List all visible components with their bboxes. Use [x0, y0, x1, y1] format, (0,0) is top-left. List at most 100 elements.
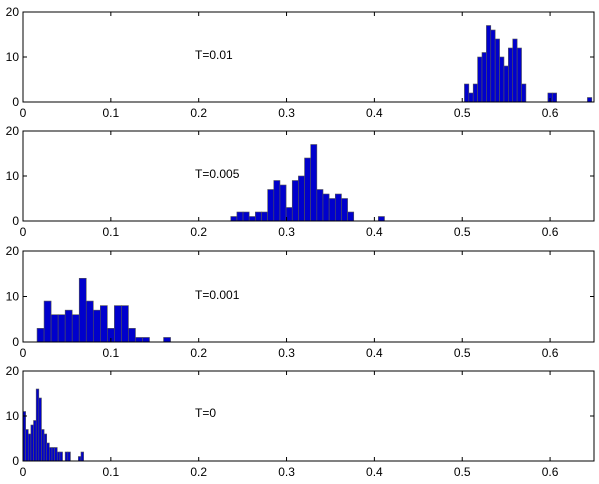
histogram-bar: [494, 38, 500, 103]
histogram-bar: [512, 38, 518, 103]
histogram-panel-4: 0 0.1 0.2 0.3 0.4 0.5 0.6 0 10 20 T=0: [6, 364, 595, 479]
histogram-bar: [25, 429, 29, 462]
histogram-bar: [551, 92, 557, 103]
y-tick-label: 10: [6, 290, 20, 304]
y-tick-label: 20: [6, 244, 20, 258]
histogram-bar: [54, 447, 58, 462]
y-tick-label: 20: [6, 364, 20, 378]
histogram-bar: [261, 211, 268, 222]
histogram-bar: [508, 47, 514, 103]
histogram-bar: [121, 305, 129, 343]
x-tick-label: 0.5: [454, 225, 471, 239]
histogram-bar: [477, 56, 483, 103]
x-tick-label: 0: [20, 346, 27, 360]
histogram-bar: [128, 328, 136, 343]
histogram-bar: [114, 305, 122, 343]
x-tick-label: 0.2: [190, 225, 207, 239]
histogram-bar: [316, 189, 324, 222]
histogram-bar: [587, 97, 593, 103]
histogram-bar: [85, 300, 94, 343]
x-tick-label: 0: [20, 106, 27, 120]
histogram-bar: [35, 388, 40, 462]
histogram-bar: [464, 83, 470, 103]
x-tick-label: 0.4: [366, 465, 383, 479]
histogram-bar: [46, 442, 50, 462]
temperature-annotation: T=0.005: [195, 167, 240, 181]
histogram-bar: [490, 29, 496, 103]
histogram-bar: [255, 211, 262, 222]
histogram-bar: [71, 314, 80, 343]
x-tick-label: 0.4: [366, 225, 383, 239]
histogram-bar: [521, 83, 527, 103]
x-tick-label: 0.5: [454, 106, 471, 120]
histogram-bar: [142, 337, 150, 343]
histogram-bar: [273, 180, 281, 222]
histogram-bar: [472, 83, 478, 103]
histogram-bar: [57, 314, 66, 343]
histogram-bar: [43, 433, 48, 462]
x-tick-label: 0.3: [278, 225, 295, 239]
histogram-bar: [49, 447, 53, 462]
y-tick-label: 0: [12, 335, 19, 349]
histogram-bar: [80, 451, 84, 462]
histogram-bar: [64, 451, 69, 462]
y-tick-label: 20: [6, 124, 20, 138]
x-tick-label: 0.4: [366, 346, 383, 360]
x-tick-label: 0.3: [278, 346, 295, 360]
x-tick-label: 0.4: [366, 106, 383, 120]
histogram-bar: [328, 198, 336, 222]
histogram-bar: [310, 144, 318, 222]
histogram-bar: [27, 433, 32, 462]
y-tick-label: 10: [6, 409, 20, 423]
histogram-bar: [135, 337, 143, 343]
histogram-bar: [291, 180, 299, 222]
histogram-bar: [468, 92, 474, 103]
y-tick-label: 20: [6, 5, 20, 19]
histogram-bar: [334, 193, 342, 222]
x-tick-label: 0.5: [454, 465, 471, 479]
histogram-bar: [267, 189, 275, 222]
x-tick-label: 0.5: [454, 346, 471, 360]
x-tick-label: 0: [20, 225, 27, 239]
histogram-bar: [503, 65, 509, 103]
histogram-panel-2: 0 0.1 0.2 0.3 0.4 0.5 0.6 0 10 20 T=0.005: [6, 124, 595, 239]
x-tick-label: 0.2: [190, 346, 207, 360]
histogram-bar: [341, 198, 348, 222]
histogram-bar: [378, 216, 385, 222]
histogram-bar: [78, 277, 87, 343]
histogram-bar: [92, 309, 101, 343]
x-tick-label: 0.6: [542, 106, 559, 120]
x-tick-label: 0.2: [190, 465, 207, 479]
histogram-bar: [486, 25, 492, 103]
y-tick-label: 0: [12, 214, 19, 228]
histogram-bar: [481, 52, 487, 103]
x-tick-label: 0.2: [190, 106, 207, 120]
histogram-bar: [64, 309, 73, 343]
histogram-bar: [298, 175, 305, 222]
histogram-bar: [322, 193, 330, 222]
histogram-bar: [67, 451, 71, 462]
histogram-bar: [248, 216, 256, 222]
histogram-bar: [78, 456, 82, 462]
y-tick-label: 0: [12, 95, 19, 109]
histogram-bar: [304, 157, 311, 222]
histogram-panel-3: 0 0.1 0.2 0.3 0.4 0.5 0.6 0 10 20 T=0.001: [6, 244, 595, 360]
histogram-bar: [516, 47, 522, 103]
temperature-annotation: T=0.01: [195, 48, 233, 62]
histogram-bar: [163, 337, 171, 343]
x-tick-label: 0.3: [278, 465, 295, 479]
histogram-bar: [242, 211, 250, 222]
histogram-bar: [38, 397, 42, 462]
histogram-bar: [36, 328, 45, 343]
histogram-panel-1: 0 0.1 0.2 0.3 0.4 0.5 0.6 0 10 20 T=0.01: [6, 5, 595, 120]
histogram-bar: [50, 314, 59, 343]
x-tick-label: 0.1: [103, 465, 120, 479]
histogram-bar: [100, 305, 108, 343]
histogram-bar: [59, 451, 63, 462]
histogram-bar: [279, 184, 287, 222]
histogram-bar: [499, 56, 505, 103]
histogram-bar: [236, 211, 244, 222]
y-tick-label: 10: [6, 169, 20, 183]
histogram-bar: [56, 451, 61, 462]
